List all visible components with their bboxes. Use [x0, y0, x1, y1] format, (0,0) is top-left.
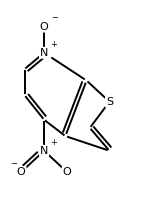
Text: O: O [17, 167, 26, 177]
Text: −: − [11, 159, 18, 168]
Text: O: O [63, 167, 71, 177]
Text: N: N [40, 48, 48, 58]
Text: O: O [40, 22, 49, 32]
Text: +: + [51, 138, 57, 147]
Text: +: + [51, 40, 57, 49]
Text: −: − [51, 14, 58, 22]
Text: N: N [40, 146, 48, 156]
Text: S: S [106, 97, 113, 107]
